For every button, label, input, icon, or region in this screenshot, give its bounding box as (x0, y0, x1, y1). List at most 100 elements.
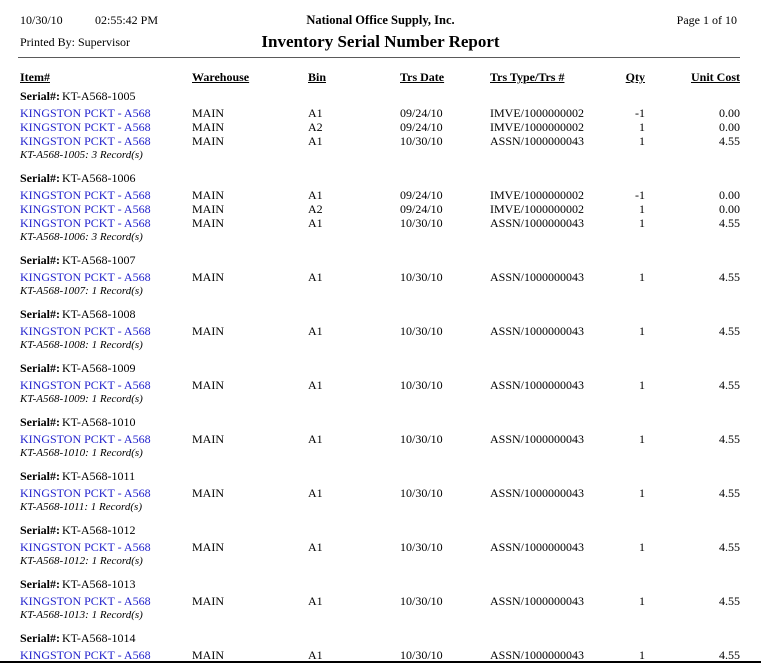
serial-number: KT-A568-1012 (62, 523, 136, 537)
item-link[interactable]: KINGSTON PCKT - A568 (20, 134, 151, 148)
serial-group: Serial#: KT-A568-1006 KINGSTON PCKT - A56… (0, 171, 761, 244)
header-divider (18, 57, 740, 58)
trs-date-cell: 10/30/10 (400, 378, 443, 392)
transaction-row: KINGSTON PCKT - A568 MAIN A1 10/30/10 AS… (0, 432, 761, 446)
serial-line: Serial#: KT-A568-1013 (0, 577, 761, 594)
warehouse-cell: MAIN (192, 540, 224, 554)
item-link[interactable]: KINGSTON PCKT - A568 (20, 486, 151, 500)
serial-number: KT-A568-1014 (62, 631, 136, 645)
warehouse-cell: MAIN (192, 486, 224, 500)
qty-cell: 1 (639, 216, 645, 230)
column-header-trs-type: Trs Type/Trs # (490, 70, 565, 84)
group-record-count: KT-A568-1013: 1 Record(s) (20, 609, 143, 621)
item-link[interactable]: KINGSTON PCKT - A568 (20, 270, 151, 284)
serial-line: Serial#: KT-A568-1014 (0, 631, 761, 648)
warehouse-cell: MAIN (192, 378, 224, 392)
company-name: National Office Supply, Inc. (306, 13, 455, 27)
item-link[interactable]: KINGSTON PCKT - A568 (20, 594, 151, 608)
unit-cost-cell: 4.55 (719, 648, 740, 662)
page-indicator: Page 1 of 10 (676, 13, 737, 27)
unit-cost-cell: 0.00 (719, 188, 740, 202)
trs-date-cell: 10/30/10 (400, 134, 443, 148)
qty-cell: 1 (639, 202, 645, 216)
trs-type-cell: IMVE/1000000002 (490, 188, 584, 202)
bin-cell: A1 (308, 188, 323, 202)
trs-type-cell: ASSN/1000000043 (490, 270, 585, 284)
group-record-count: KT-A568-1007: 1 Record(s) (20, 285, 143, 297)
column-header-qty: Qty (625, 70, 645, 84)
qty-cell: 1 (639, 134, 645, 148)
qty-cell: 1 (639, 594, 645, 608)
item-link[interactable]: KINGSTON PCKT - A568 (20, 432, 151, 446)
item-link[interactable]: KINGSTON PCKT - A568 (20, 648, 151, 662)
trs-type-cell: ASSN/1000000043 (490, 378, 585, 392)
trs-date-cell: 10/30/10 (400, 540, 443, 554)
warehouse-cell: MAIN (192, 594, 224, 608)
warehouse-cell: MAIN (192, 324, 224, 338)
trs-type-cell: ASSN/1000000043 (490, 324, 585, 338)
column-header-warehouse: Warehouse (192, 70, 250, 84)
item-link[interactable]: KINGSTON PCKT - A568 (20, 202, 151, 216)
trs-type-cell: ASSN/1000000043 (490, 648, 585, 662)
transaction-row: KINGSTON PCKT - A568 MAIN A1 10/30/10 AS… (0, 486, 761, 500)
item-link[interactable]: KINGSTON PCKT - A568 (20, 106, 151, 120)
transaction-rows: KINGSTON PCKT - A568 MAIN A1 10/30/10 AS… (0, 432, 761, 446)
transaction-row: KINGSTON PCKT - A568 MAIN A1 10/30/10 AS… (0, 134, 761, 148)
item-link[interactable]: KINGSTON PCKT - A568 (20, 216, 151, 230)
warehouse-cell: MAIN (192, 648, 224, 662)
item-link[interactable]: KINGSTON PCKT - A568 (20, 378, 151, 392)
serial-number: KT-A568-1009 (62, 361, 136, 375)
transaction-rows: KINGSTON PCKT - A568 MAIN A1 10/30/10 AS… (0, 648, 761, 662)
page-bottom-border (0, 661, 761, 663)
serial-number: KT-A568-1010 (62, 415, 136, 429)
serial-label: Serial#: (20, 469, 60, 483)
bin-cell: A1 (308, 324, 323, 338)
item-link[interactable]: KINGSTON PCKT - A568 (20, 324, 151, 338)
trs-date-cell: 10/30/10 (400, 324, 443, 338)
group-record-count: KT-A568-1008: 1 Record(s) (20, 339, 143, 351)
column-header-trs-date: Trs Date (400, 70, 445, 84)
serial-group: Serial#: KT-A568-1009 KINGSTON PCKT - A56… (0, 361, 761, 406)
item-link[interactable]: KINGSTON PCKT - A568 (20, 120, 151, 134)
column-header-bin: Bin (308, 70, 327, 84)
qty-cell: 1 (639, 270, 645, 284)
transaction-row: KINGSTON PCKT - A568 MAIN A1 09/24/10 IM… (0, 106, 761, 120)
group-record-count: KT-A568-1012: 1 Record(s) (20, 555, 143, 567)
serial-label: Serial#: (20, 631, 60, 645)
warehouse-cell: MAIN (192, 106, 224, 120)
transaction-rows: KINGSTON PCKT - A568 MAIN A1 09/24/10 IM… (0, 188, 761, 230)
bin-cell: A1 (308, 378, 323, 392)
serial-number: KT-A568-1007 (62, 253, 136, 267)
bin-cell: A1 (308, 594, 323, 608)
group-record-count: KT-A568-1011: 1 Record(s) (20, 501, 142, 513)
unit-cost-cell: 0.00 (719, 202, 740, 216)
transaction-row: KINGSTON PCKT - A568 MAIN A1 10/30/10 AS… (0, 648, 761, 662)
bin-cell: A1 (308, 486, 323, 500)
transaction-row: KINGSTON PCKT - A568 MAIN A1 10/30/10 AS… (0, 270, 761, 284)
trs-type-cell: ASSN/1000000043 (490, 432, 585, 446)
serial-number: KT-A568-1008 (62, 307, 136, 321)
group-record-count: KT-A568-1006: 3 Record(s) (20, 231, 143, 243)
transaction-row: KINGSTON PCKT - A568 MAIN A1 10/30/10 AS… (0, 540, 761, 554)
serial-line: Serial#: KT-A568-1008 (0, 307, 761, 324)
item-link[interactable]: KINGSTON PCKT - A568 (20, 188, 151, 202)
qty-cell: -1 (635, 188, 645, 202)
report-title: Inventory Serial Number Report (261, 32, 500, 51)
trs-type-cell: IMVE/1000000002 (490, 106, 584, 120)
serial-number: KT-A568-1013 (62, 577, 136, 591)
trs-date-cell: 09/24/10 (400, 106, 443, 120)
bin-cell: A1 (308, 648, 323, 662)
serial-label: Serial#: (20, 415, 60, 429)
trs-date-cell: 09/24/10 (400, 120, 443, 134)
warehouse-cell: MAIN (192, 270, 224, 284)
trs-type-cell: ASSN/1000000043 (490, 486, 585, 500)
qty-cell: 1 (639, 324, 645, 338)
item-link[interactable]: KINGSTON PCKT - A568 (20, 540, 151, 554)
bin-cell: A1 (308, 432, 323, 446)
serial-label: Serial#: (20, 89, 60, 103)
unit-cost-cell: 4.55 (719, 324, 740, 338)
serial-label: Serial#: (20, 577, 60, 591)
serial-groups: Serial#: KT-A568-1005 KINGSTON PCKT - A56… (0, 86, 761, 662)
serial-group: Serial#: KT-A568-1010 KINGSTON PCKT - A56… (0, 415, 761, 460)
transaction-rows: KINGSTON PCKT - A568 MAIN A1 10/30/10 AS… (0, 324, 761, 338)
